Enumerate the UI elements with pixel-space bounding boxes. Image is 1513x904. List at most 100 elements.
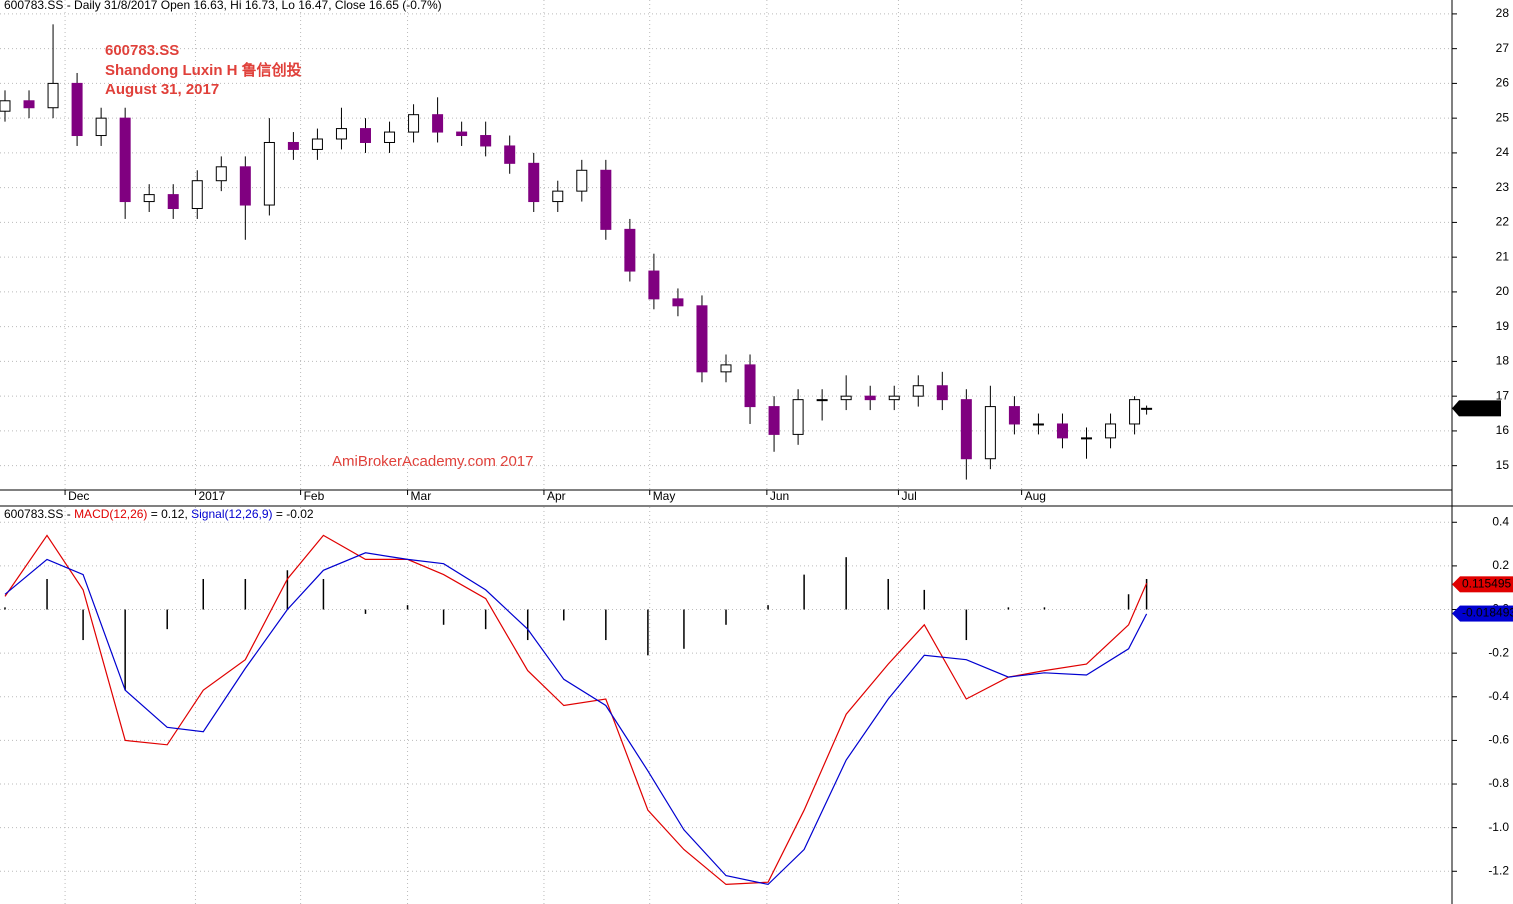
candle-body <box>191 180 203 210</box>
x-tick-label: Jul <box>901 489 916 503</box>
y-tick-label: -0.6 <box>1488 733 1509 747</box>
y-tick-label: 0.4 <box>1492 514 1509 528</box>
legend-entry: Signal(12,26,9) <box>191 507 272 521</box>
y-tick-label: 0.2 <box>1492 558 1509 572</box>
candle-body <box>432 114 444 133</box>
candle-body <box>816 399 828 402</box>
candle-body <box>335 128 347 140</box>
candle-body <box>95 117 107 137</box>
annotation: Shandong Luxin H 鲁信创投 <box>105 61 302 79</box>
price-tag-pointer <box>1452 400 1459 417</box>
candle-body <box>143 194 155 203</box>
value-tag-pointer <box>1452 576 1460 593</box>
x-tick-label: Jun <box>770 489 789 503</box>
candle-body <box>984 406 996 460</box>
candle-body <box>263 141 275 206</box>
candle-body <box>287 141 299 150</box>
candle-body <box>1032 423 1044 426</box>
x-tick-label: Dec <box>68 489 89 503</box>
candle-body <box>23 100 35 109</box>
candle-body <box>384 131 396 143</box>
y-tick-label: 19 <box>1496 319 1510 333</box>
candle-body <box>648 270 660 300</box>
y-tick-label: 16 <box>1496 423 1510 437</box>
candle-body <box>1129 399 1141 425</box>
candle-body <box>480 135 492 147</box>
y-tick-label: 15 <box>1496 458 1510 472</box>
macd-legend: 600783.SS - MACD(12,26) = 0.12, Signal(1… <box>4 507 314 521</box>
x-tick-label: 2017 <box>198 489 225 503</box>
x-tick-label: Mar <box>411 489 432 503</box>
candle-body <box>744 364 756 408</box>
candle-body <box>840 395 852 401</box>
x-tick-label: Feb <box>304 489 325 503</box>
legend-entry: MACD(12,26) <box>74 507 147 521</box>
candle-body <box>1081 437 1093 440</box>
y-tick-label: 21 <box>1496 249 1510 263</box>
candle-body <box>624 228 636 272</box>
y-tick-label: 28 <box>1496 6 1510 20</box>
candle-body <box>912 385 924 397</box>
value-tag <box>1460 576 1513 593</box>
candle-body <box>311 138 323 150</box>
y-tick-label: -0.4 <box>1488 689 1509 703</box>
candle-body <box>1141 407 1153 410</box>
y-tick-label: 24 <box>1496 145 1510 159</box>
x-tick-label: Apr <box>547 489 566 503</box>
legend-prefix: 600783.SS - <box>4 507 74 521</box>
y-tick-label: -0.8 <box>1488 776 1509 790</box>
y-tick-label: -0.2 <box>1488 645 1509 659</box>
annotation: 600783.SS <box>105 42 179 59</box>
candle-body <box>215 166 227 182</box>
price-tag <box>1459 400 1501 417</box>
y-tick-label: 20 <box>1496 284 1510 298</box>
annotation: August 31, 2017 <box>105 81 219 98</box>
candle-body <box>792 399 804 435</box>
y-tick-label: 18 <box>1496 354 1510 368</box>
candle-body <box>167 194 179 210</box>
candle-body <box>359 128 371 143</box>
y-tick-label: 23 <box>1496 180 1510 194</box>
candle-body <box>1105 423 1117 439</box>
y-tick-label: -1.2 <box>1488 863 1509 877</box>
candle-body <box>720 364 732 373</box>
candle-body <box>1056 423 1068 439</box>
y-tick-label: 25 <box>1496 110 1510 124</box>
value-tag-label: 0.115495 <box>1462 577 1511 591</box>
y-tick-label: -1.0 <box>1488 820 1509 834</box>
value-tag <box>1460 605 1513 622</box>
candle-body <box>672 298 684 307</box>
candle-body <box>119 117 131 203</box>
y-tick-label: 17 <box>1496 388 1510 402</box>
candle-body <box>888 395 900 401</box>
y-tick-label: 22 <box>1496 215 1510 229</box>
candle-body <box>408 114 420 133</box>
x-tick-label: May <box>653 489 676 503</box>
candle-body <box>600 169 612 230</box>
series-line <box>4 534 1148 886</box>
series-line <box>4 552 1148 886</box>
legend-value: = 0.12, <box>147 507 191 521</box>
candle-body <box>936 385 948 401</box>
watermark: AmiBrokerAcademy.com 2017 <box>332 453 533 470</box>
value-tag-pointer <box>1452 605 1460 622</box>
candle-body <box>0 100 11 112</box>
candle-body <box>960 399 972 460</box>
candle-body <box>576 169 588 192</box>
candle-body <box>552 190 564 203</box>
y-tick-label: 26 <box>1496 76 1510 90</box>
candle-body <box>47 82 59 109</box>
candle-body <box>239 166 251 206</box>
candle-body <box>456 131 468 137</box>
price-tag-label: 16.65 <box>1465 401 1495 415</box>
value-tag-label: -0.018493 <box>1462 606 1513 620</box>
candle-body <box>71 82 83 137</box>
candle-body <box>696 305 708 373</box>
candle-body <box>768 406 780 435</box>
chart-header: 600783.SS - Daily 31/8/2017 Open 16.63, … <box>4 0 442 12</box>
candle-body <box>504 145 516 164</box>
candle-body <box>1008 406 1020 425</box>
y-tick-label: 27 <box>1496 41 1510 55</box>
